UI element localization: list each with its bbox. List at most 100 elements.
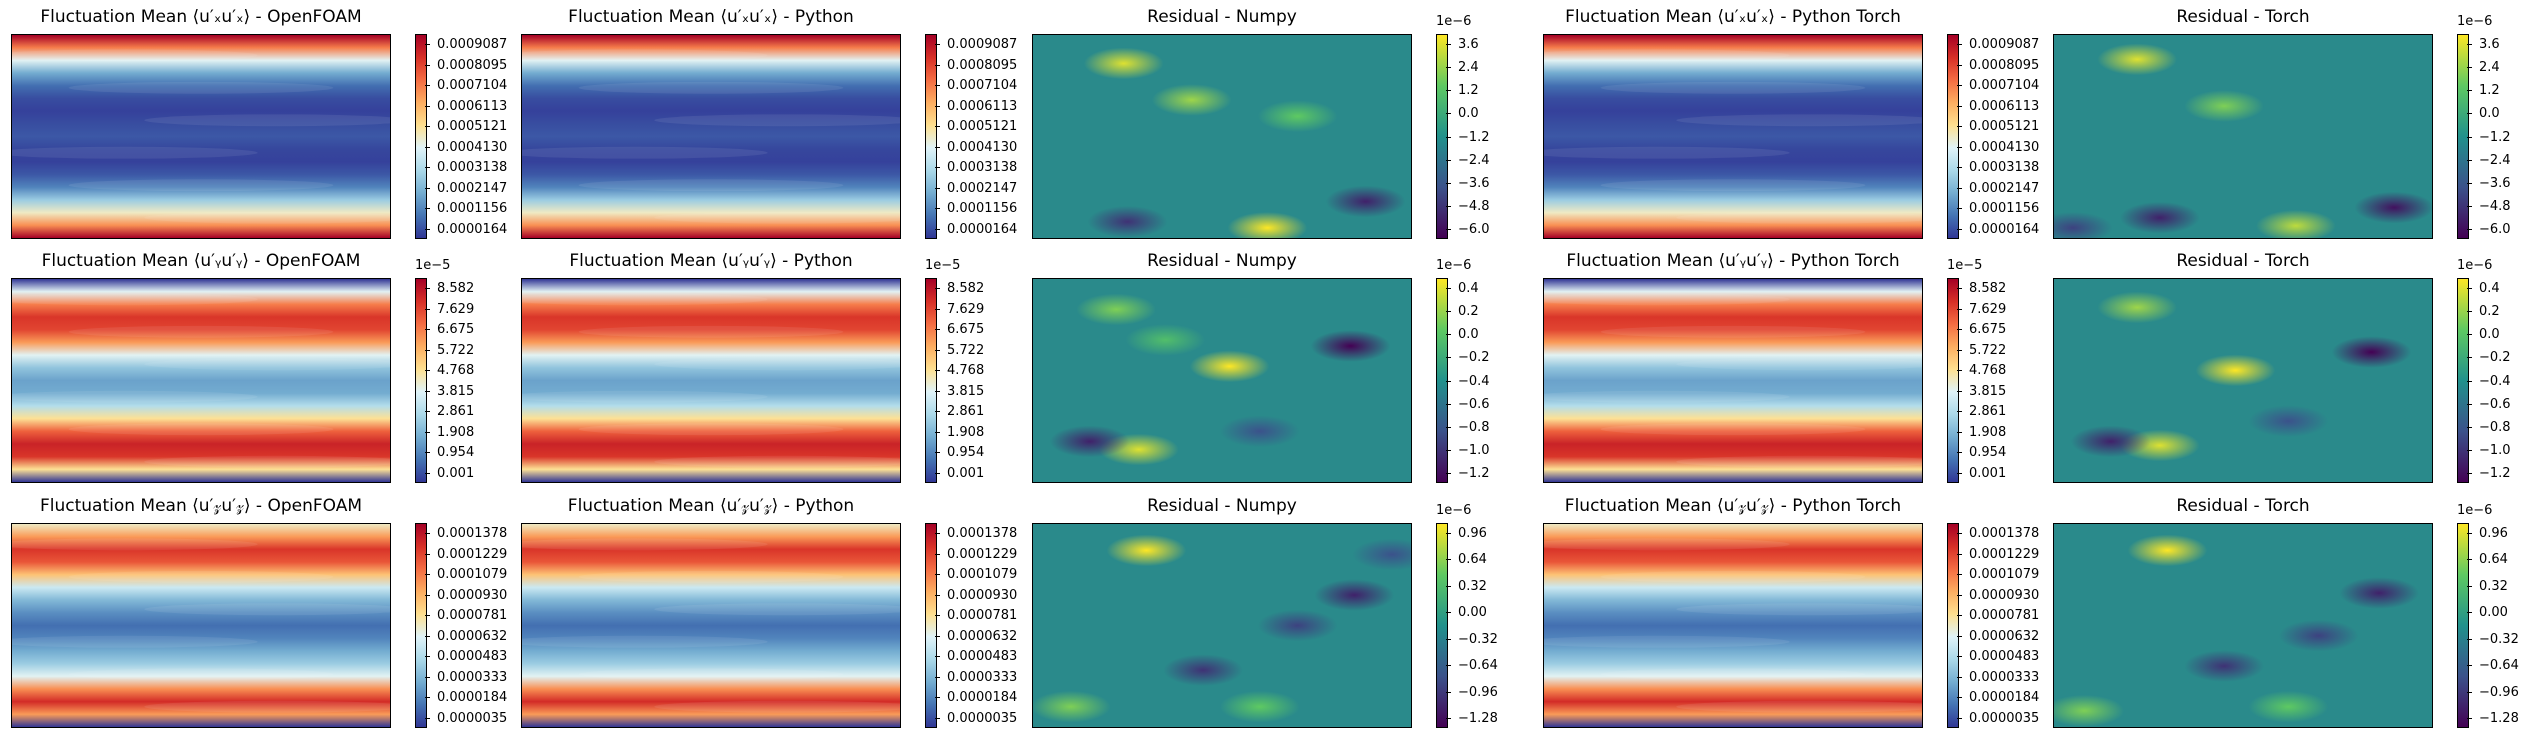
colorbar-tick-label: 1.2 bbox=[2467, 83, 2500, 99]
colorbar-tick-label: 0.0001079 bbox=[1956, 567, 2040, 583]
colorbar-tick-label: 0.0000632 bbox=[1956, 628, 2040, 644]
colorbar-tick-label: 0.0008095 bbox=[1956, 57, 2040, 73]
heatmap-svg bbox=[2054, 279, 2432, 482]
colorbar-tick-label: 3.6 bbox=[2467, 37, 2500, 52]
heatmap-svg bbox=[522, 279, 900, 482]
field-streak bbox=[522, 390, 768, 403]
colorbar-tick-label: 0.0 bbox=[2467, 106, 2500, 122]
colorbar-tick-label: 0.0001378 bbox=[1956, 526, 2040, 541]
field-band bbox=[1544, 279, 1922, 482]
colorbar-tick-label: 0.0000483 bbox=[934, 649, 1018, 665]
residual-blob bbox=[2120, 201, 2200, 234]
colorbar-tick-label: −0.8 bbox=[2467, 419, 2511, 435]
heatmap-plot bbox=[1032, 34, 1412, 239]
field-band bbox=[1544, 524, 1922, 727]
colorbar-tick-label: −3.6 bbox=[1446, 175, 1490, 191]
field-streak bbox=[578, 81, 844, 94]
colorbar-multiplier: 1e−6 bbox=[1436, 14, 1472, 29]
colorbar-tick-label: 4.768 bbox=[1956, 363, 2007, 379]
field-streak bbox=[144, 455, 390, 468]
field-streak bbox=[144, 211, 390, 224]
residual-blob bbox=[2097, 43, 2177, 76]
panel-title: Fluctuation Mean ⟨u′ᵧu′ᵧ⟩ - Python bbox=[569, 251, 853, 271]
field-streak bbox=[144, 700, 390, 713]
colorbar-tick-label: 0.0000035 bbox=[424, 711, 508, 726]
colorbar-tick-label: 0.64 bbox=[1446, 552, 1487, 568]
colorbar-tick-label: −4.8 bbox=[2467, 198, 2511, 214]
field-streak bbox=[654, 455, 900, 468]
colorbar-tick-label: −2.4 bbox=[2467, 152, 2511, 168]
colorbar-tick-label: −0.8 bbox=[1446, 419, 1490, 435]
colorbar-tick-label: 0.0000632 bbox=[934, 628, 1018, 644]
residual-blob bbox=[2248, 690, 2329, 723]
field-streak bbox=[654, 358, 900, 371]
field-streak bbox=[1676, 211, 1922, 224]
field-streak bbox=[12, 635, 258, 648]
residual-blob bbox=[1352, 538, 1411, 571]
colorbar-tick-label: −1.2 bbox=[2467, 129, 2511, 145]
colorbar-tick-label: 0.0001079 bbox=[934, 567, 1018, 583]
colorbar-tick-label: 8.582 bbox=[1956, 281, 2007, 296]
colorbar-tick-label: 0.0009087 bbox=[1956, 37, 2040, 52]
colorbar bbox=[415, 278, 427, 483]
panel-title: Fluctuation Mean ⟨u′ₓu′ₓ⟩ - Python bbox=[568, 7, 854, 27]
colorbar-tick-label: 0.0006113 bbox=[934, 98, 1018, 114]
colorbar-tick-label: −2.4 bbox=[1446, 152, 1490, 168]
heatmap-svg bbox=[2054, 524, 2432, 727]
colorbar-tick-label: 0.0000184 bbox=[934, 690, 1018, 706]
heatmap-plot bbox=[521, 523, 901, 728]
colorbar-tick-label: 0.96 bbox=[1446, 526, 1487, 541]
field-streak bbox=[144, 358, 390, 371]
heatmap-svg bbox=[1544, 279, 1922, 482]
colorbar-tick-label: 0.0001378 bbox=[424, 526, 508, 541]
heatmap-svg bbox=[1033, 279, 1411, 482]
heatmap-plot bbox=[2053, 278, 2433, 483]
colorbar-tick-label: 0.64 bbox=[2467, 552, 2508, 568]
panel-title: Fluctuation Mean ⟨u′𝓏u′𝓏⟩ - Python Torch bbox=[1564, 496, 1902, 516]
colorbar bbox=[925, 523, 937, 728]
field-streak bbox=[654, 211, 900, 224]
residual-blob bbox=[1049, 425, 1130, 458]
colorbar-tick-label: 0.32 bbox=[1446, 578, 1487, 594]
residual-blob bbox=[1125, 324, 1206, 356]
residual-blob bbox=[1257, 100, 1338, 133]
heatmap-plot bbox=[521, 34, 901, 239]
colorbar-tick-label: 0.0000184 bbox=[424, 690, 508, 706]
heatmap-svg bbox=[1033, 35, 1411, 238]
colorbar-tick-label: 0.0000483 bbox=[1956, 649, 2040, 665]
residual-blob bbox=[2331, 336, 2412, 368]
colorbar-tick-label: −0.4 bbox=[1446, 373, 1490, 389]
colorbar-tick-label: 0.0000164 bbox=[1956, 222, 2040, 237]
colorbar-tick-label: 2.861 bbox=[934, 404, 985, 420]
heatmap-svg bbox=[1544, 524, 1922, 727]
heatmap-svg bbox=[522, 35, 900, 238]
residual-blob bbox=[2256, 209, 2336, 238]
residual-blob bbox=[2070, 425, 2151, 458]
colorbar-tick-label: −1.2 bbox=[1446, 129, 1490, 145]
panel-title: Residual - Numpy bbox=[1147, 7, 1297, 27]
field-streak bbox=[1544, 49, 1790, 62]
residual-blob bbox=[2184, 650, 2264, 682]
colorbar bbox=[1436, 523, 1448, 728]
field-streak bbox=[654, 700, 900, 713]
colorbar-tick-label: 0.0005121 bbox=[424, 119, 508, 135]
colorbar-tick-label: 0.0007104 bbox=[424, 78, 508, 94]
colorbar-tick-label: −4.8 bbox=[1446, 198, 1490, 214]
colorbar-tick-label: 1.908 bbox=[1956, 424, 2007, 440]
field-streak bbox=[12, 293, 258, 306]
colorbar-tick-label: 7.629 bbox=[934, 301, 985, 317]
colorbar-tick-label: 0.0002147 bbox=[934, 180, 1018, 196]
residual-blob bbox=[1076, 293, 1156, 326]
colorbar-tick-label: 1.908 bbox=[424, 424, 475, 440]
colorbar-tick-label: 0.0 bbox=[1446, 106, 1479, 122]
colorbar-tick-label: 0.4 bbox=[1446, 281, 1479, 296]
colorbar-tick-label: 0.0000930 bbox=[934, 587, 1018, 603]
field-streak bbox=[578, 570, 844, 583]
residual-blob bbox=[1314, 579, 1395, 611]
field-background bbox=[2054, 524, 2432, 727]
residual-blob bbox=[1151, 84, 1232, 116]
colorbar-tick-label: 0.0004130 bbox=[1956, 139, 2040, 155]
field-streak bbox=[522, 635, 768, 648]
field-streak bbox=[68, 423, 334, 436]
colorbar-tick-label: 2.861 bbox=[1956, 404, 2007, 420]
